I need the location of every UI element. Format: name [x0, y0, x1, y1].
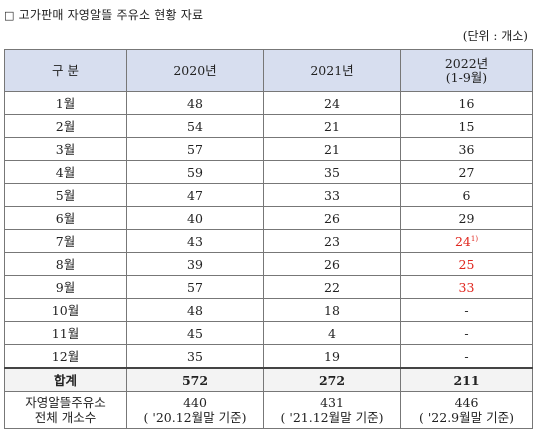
value-2020: 47 [126, 183, 264, 207]
stations-table: 구 분 2020년 2021년 2022년 (1-9월) 1월 48 24 16 2월 5… [4, 49, 533, 429]
table-row: 1월 48 24 16 [4, 91, 533, 115]
document-title: □ 고가판매 자영알뜰 주유소 현황 자료 [4, 6, 203, 23]
stations-2022: 446( '22.9월말 기준) [400, 391, 533, 429]
value-2020: 57 [126, 137, 264, 161]
value-2021: 21 [263, 114, 401, 138]
header-2021: 2021년 [263, 49, 401, 92]
month-cell: 9월 [4, 275, 127, 299]
value-2020: 39 [126, 252, 264, 276]
stations-label: 자영알뜰주유소 전체 개소수 [4, 391, 127, 429]
header-2022: 2022년 (1-9월) [400, 49, 533, 92]
value-2021: 24 [263, 91, 401, 115]
month-cell: 3월 [4, 137, 127, 161]
value-2022: 27 [400, 160, 533, 184]
total-row: 합계 572 272 211 [4, 367, 533, 392]
value-2020: 40 [126, 206, 264, 230]
value-2020: 43 [126, 229, 264, 253]
value-2021: 4 [263, 321, 401, 345]
value-2021: 35 [263, 160, 401, 184]
table-row: 12월 35 19- [4, 344, 533, 369]
value-2020: 59 [126, 160, 264, 184]
header-row: 구 분 2020년 2021년 2022년 (1-9월) [4, 49, 533, 92]
value-2020: 35 [126, 344, 264, 369]
value-2022: 36 [400, 137, 533, 161]
value-2021: 23 [263, 229, 401, 253]
value-2022: 33 [400, 275, 533, 299]
value-2020: 57 [126, 275, 264, 299]
value-2021: 26 [263, 252, 401, 276]
value-2021: 18 [263, 298, 401, 322]
header-2020: 2020년 [126, 49, 264, 92]
value-2022: 25 [400, 252, 533, 276]
total-label: 합계 [4, 367, 127, 392]
value-2021: 19 [263, 344, 401, 369]
value-2022: 29 [400, 206, 533, 230]
total-2021: 272 [263, 367, 401, 392]
table-row: 5월 47 33 6 [4, 183, 533, 207]
stations-count-row: 자영알뜰주유소 전체 개소수 440( '20.12월말 기준) 431( '21… [4, 391, 533, 429]
month-cell: 11월 [4, 321, 127, 345]
value-2021: 33 [263, 183, 401, 207]
table-row: 4월 59 35 27 [4, 160, 533, 184]
value-2022: 16 [400, 91, 533, 115]
table-row: 10월 48 18- [4, 298, 533, 322]
value-2021: 26 [263, 206, 401, 230]
stations-2020: 440( '20.12월말 기준) [126, 391, 264, 429]
value-2020: 48 [126, 298, 264, 322]
value-2020: 48 [126, 91, 264, 115]
value-2022: - [400, 321, 533, 345]
month-cell: 8월 [4, 252, 127, 276]
month-cell: 4월 [4, 160, 127, 184]
value-2022: 15 [400, 114, 533, 138]
value-2020: 54 [126, 114, 264, 138]
value-2022: - [400, 344, 533, 369]
value-2022: - [400, 298, 533, 322]
table-row: 6월 40 26 29 [4, 206, 533, 230]
total-2020: 572 [126, 367, 264, 392]
table-row: 8월 39 26 25 [4, 252, 533, 276]
month-cell: 10월 [4, 298, 127, 322]
month-cell: 1월 [4, 91, 127, 115]
month-cell: 2월 [4, 114, 127, 138]
stations-2021: 431( '21.12월말 기준) [263, 391, 401, 429]
title-text: 고가판매 자영알뜰 주유소 현황 자료 [18, 8, 204, 22]
value-2022: 6 [400, 183, 533, 207]
unit-label: (단위 : 개소) [462, 29, 528, 43]
checkbox-square-icon: □ [4, 9, 15, 22]
total-2022: 211 [400, 367, 533, 392]
value-2021: 21 [263, 137, 401, 161]
footnote-marker: 1) [470, 234, 479, 243]
month-cell: 6월 [4, 206, 127, 230]
value-2020: 45 [126, 321, 264, 345]
table-row: 7월 43 23 241) [4, 229, 533, 253]
table-row: 11월 45 4- [4, 321, 533, 345]
value-2022: 241) [400, 229, 533, 253]
month-cell: 12월 [4, 344, 127, 369]
month-cell: 5월 [4, 183, 127, 207]
table-row: 9월 57 22 33 [4, 275, 533, 299]
table-row: 2월 54 21 15 [4, 114, 533, 138]
month-cell: 7월 [4, 229, 127, 253]
header-category: 구 분 [4, 49, 127, 92]
table-row: 3월 57 21 36 [4, 137, 533, 161]
value-2021: 22 [263, 275, 401, 299]
